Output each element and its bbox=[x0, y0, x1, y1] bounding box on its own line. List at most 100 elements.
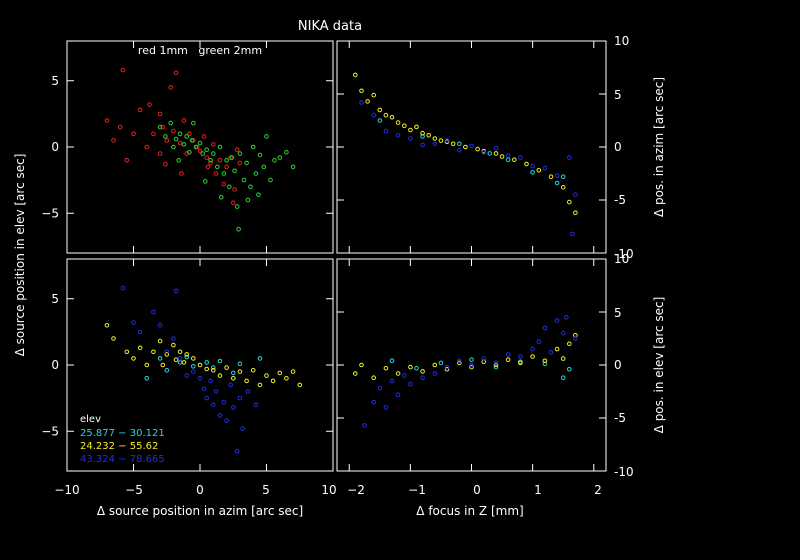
bl-x-tick-label: −5 bbox=[125, 483, 143, 497]
data-point-green bbox=[227, 184, 232, 190]
data-point-yellow bbox=[426, 133, 432, 138]
panel-top-left: −5 0 5 bbox=[41, 40, 334, 254]
data-point-green bbox=[181, 142, 187, 147]
data-point-yellow bbox=[151, 349, 156, 355]
data-point-cyan bbox=[184, 354, 189, 360]
data-point-yellow bbox=[377, 107, 383, 113]
br-x-tick-label: −2 bbox=[347, 483, 365, 497]
panel-top-right bbox=[336, 40, 607, 254]
data-point-blue bbox=[560, 330, 566, 336]
data-point-green bbox=[200, 151, 205, 156]
data-point-red bbox=[234, 147, 240, 152]
data-point-red bbox=[177, 140, 183, 146]
data-point-yellow bbox=[542, 358, 548, 364]
data-point-green bbox=[241, 177, 247, 183]
data-point-blue bbox=[469, 362, 474, 368]
data-point-blue bbox=[505, 352, 511, 357]
data-point-green bbox=[193, 144, 199, 150]
data-point-green bbox=[191, 120, 196, 126]
data-point-yellow bbox=[383, 365, 389, 371]
data-point-yellow bbox=[353, 72, 358, 78]
data-point-red bbox=[217, 158, 223, 163]
data-point-yellow bbox=[567, 199, 572, 205]
data-point-yellow bbox=[124, 349, 130, 355]
data-point-yellow bbox=[184, 352, 189, 357]
data-point-green bbox=[203, 179, 208, 184]
bl-x-tick-label: −10 bbox=[54, 483, 79, 497]
data-point-cyan bbox=[191, 364, 196, 369]
data-point-cyan bbox=[257, 356, 263, 361]
data-point-red bbox=[232, 187, 237, 192]
data-point-red bbox=[144, 144, 150, 150]
data-point-yellow bbox=[164, 352, 170, 357]
data-point-green bbox=[176, 158, 181, 163]
data-point-blue bbox=[208, 378, 213, 384]
data-point-blue bbox=[493, 145, 499, 151]
data-point-yellow bbox=[432, 362, 438, 368]
data-point-green bbox=[234, 204, 240, 209]
data-point-yellow bbox=[518, 360, 523, 366]
data-point-blue bbox=[518, 155, 523, 160]
data-point-red bbox=[204, 155, 209, 160]
data-point-yellow bbox=[524, 161, 529, 167]
data-point-blue bbox=[151, 309, 156, 315]
data-point-green bbox=[171, 144, 176, 150]
data-point-cyan bbox=[554, 180, 560, 186]
data-point-green bbox=[244, 160, 249, 166]
data-point-yellow bbox=[353, 371, 358, 376]
data-point-red bbox=[231, 200, 236, 205]
data-point-green bbox=[290, 164, 296, 170]
data-point-cyan bbox=[530, 170, 535, 175]
data-point-red bbox=[173, 70, 179, 76]
data-point-green bbox=[189, 138, 195, 143]
tr-y-tick-label: -5 bbox=[614, 193, 626, 207]
data-point-yellow bbox=[457, 360, 462, 366]
data-point-cyan bbox=[487, 151, 493, 156]
data-point-blue bbox=[457, 147, 462, 153]
data-point-yellow bbox=[560, 185, 566, 190]
data-point-blue bbox=[217, 413, 223, 418]
data-point-green bbox=[253, 171, 259, 176]
data-point-yellow bbox=[444, 366, 450, 372]
data-point-red bbox=[237, 160, 243, 166]
data-point-cyan bbox=[505, 157, 511, 162]
data-point-blue bbox=[171, 336, 176, 341]
data-point-cyan bbox=[204, 360, 209, 365]
br-x-tick-label: 2 bbox=[594, 483, 602, 497]
data-point-blue bbox=[493, 360, 499, 366]
data-point-red bbox=[211, 142, 216, 147]
data-point-yellow bbox=[104, 323, 110, 328]
data-point-blue bbox=[402, 373, 407, 378]
data-point-green bbox=[221, 171, 227, 176]
data-point-blue bbox=[444, 138, 450, 143]
data-point-green bbox=[245, 197, 251, 203]
data-point-yellow bbox=[131, 356, 136, 361]
data-point-cyan bbox=[164, 368, 170, 373]
data-point-red bbox=[147, 102, 152, 107]
data-point-red bbox=[168, 85, 173, 90]
data-point-blue bbox=[573, 336, 578, 341]
data-point-yellow bbox=[264, 373, 269, 378]
data-point-yellow bbox=[450, 141, 456, 147]
data-point-cyan bbox=[211, 365, 216, 370]
data-point-yellow bbox=[371, 92, 377, 98]
data-point-yellow bbox=[277, 370, 283, 376]
data-point-blue bbox=[389, 378, 395, 384]
data-point-yellow bbox=[493, 362, 499, 368]
legend-entry-blue: 43.324 − 78.665 bbox=[80, 454, 165, 465]
data-point-yellow bbox=[438, 138, 444, 143]
data-point-yellow bbox=[224, 365, 229, 370]
br-y-tick-label: -5 bbox=[614, 411, 626, 425]
data-point-green bbox=[217, 144, 223, 150]
data-point-yellow bbox=[383, 112, 389, 118]
data-point-cyan bbox=[493, 364, 499, 370]
tr-y-tick-label: 0 bbox=[614, 140, 622, 154]
data-point-yellow bbox=[181, 360, 187, 365]
data-point-blue bbox=[240, 426, 245, 431]
legend-entry-cyan: 25.877 − 30.121 bbox=[80, 428, 165, 439]
data-point-blue bbox=[201, 386, 207, 392]
br-x-tick-label: 0 bbox=[473, 483, 481, 497]
data-point-yellow bbox=[217, 373, 223, 378]
data-point-blue bbox=[530, 163, 535, 169]
